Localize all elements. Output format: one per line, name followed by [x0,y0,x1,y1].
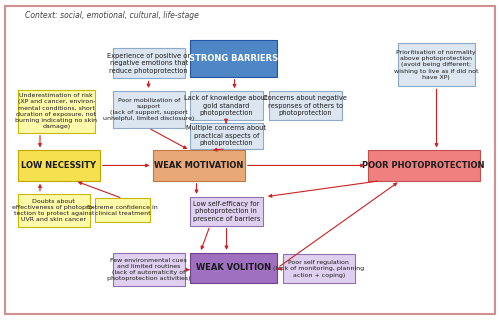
FancyBboxPatch shape [112,91,185,128]
Text: Poor mobilization of
support
(lack of support, support
unhelpful, limited disclo: Poor mobilization of support (lack of su… [103,98,194,121]
FancyBboxPatch shape [112,48,185,78]
FancyBboxPatch shape [112,253,185,286]
Text: Low self-efficacy for
photoprotection in
presence of barriers: Low self-efficacy for photoprotection in… [192,201,260,222]
FancyBboxPatch shape [95,198,150,222]
FancyBboxPatch shape [190,197,262,226]
FancyBboxPatch shape [190,253,278,283]
Text: Context: social, emotional, cultural, life-stage: Context: social, emotional, cultural, li… [25,11,199,20]
FancyBboxPatch shape [282,254,355,283]
Text: WEAK VOLITION: WEAK VOLITION [196,263,272,273]
Text: POOR PHOTOPROTECTION: POOR PHOTOPROTECTION [362,161,485,170]
Text: Concerns about negative
responses of others to
photoprotection: Concerns about negative responses of oth… [264,95,347,116]
FancyBboxPatch shape [398,43,475,86]
Text: Poor self regulation
(lack of monitoring, planning
action + coping): Poor self regulation (lack of monitoring… [273,260,364,277]
FancyBboxPatch shape [269,91,342,120]
Text: STRONG BARRIERS: STRONG BARRIERS [189,54,278,63]
FancyBboxPatch shape [18,150,100,181]
Text: Multiple concerns about
practical aspects of
photoprotection: Multiple concerns about practical aspect… [186,125,266,147]
Text: Experience of positive or
negative emotions that
reduce photoprotection: Experience of positive or negative emoti… [107,53,190,74]
FancyBboxPatch shape [18,90,95,133]
Text: WEAK MOTIVATION: WEAK MOTIVATION [154,161,244,170]
FancyBboxPatch shape [190,40,278,77]
Text: Few environmental cues
and limited routines
(lack of automaticity of
photoprotec: Few environmental cues and limited routi… [107,258,190,281]
FancyBboxPatch shape [18,194,90,227]
FancyBboxPatch shape [190,123,262,149]
FancyBboxPatch shape [190,91,262,120]
Text: Underestimation of risk
(XP and cancer, environ-
mental conditions, short
durati: Underestimation of risk (XP and cancer, … [15,93,97,129]
Text: Extreme confidence in
clinical treatment: Extreme confidence in clinical treatment [87,205,158,216]
FancyBboxPatch shape [368,150,480,181]
FancyBboxPatch shape [152,150,245,181]
Text: Doubts about
effectiveness of photopro-
tection to protect against
UVR and skin : Doubts about effectiveness of photopro- … [12,199,95,222]
Text: LOW NECESSITY: LOW NECESSITY [22,161,96,170]
Text: Lack of knowledge about
gold standard
photoprotection: Lack of knowledge about gold standard ph… [184,95,268,116]
Text: Prioritisation of normality
above photoprotection
(avoid being different;
wishin: Prioritisation of normality above photop… [394,50,478,80]
